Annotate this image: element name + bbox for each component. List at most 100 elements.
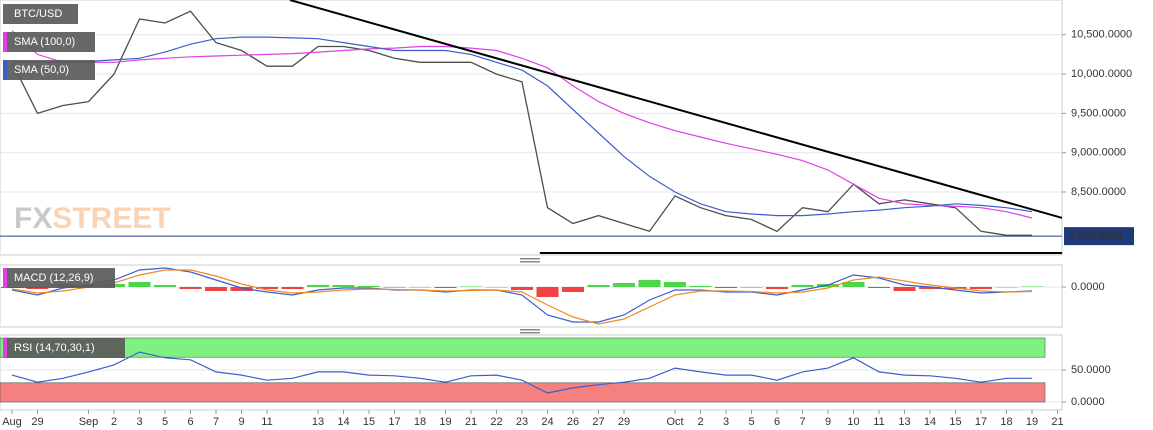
histogram-bar [409, 287, 431, 288]
x-tick-label: Aug [2, 416, 22, 428]
histogram-bar [842, 282, 865, 287]
x-tick-label: 6 [187, 416, 193, 428]
x-tick-label: 7 [213, 416, 219, 428]
x-tick-label: 13 [312, 416, 324, 428]
indicator-line [11, 351, 1032, 394]
legend-label: MACD (12,26,9) [14, 272, 93, 284]
x-tick-label: 18 [1000, 416, 1012, 428]
y-tick-label: 50.0000 [1071, 364, 1111, 376]
y-tick-label: 0.0000 [1071, 281, 1105, 293]
legend-box [3, 338, 125, 358]
watermark-prefix: FX [14, 202, 52, 235]
x-tick-label: 23 [516, 416, 528, 428]
histogram-bar [562, 287, 584, 292]
histogram-bar [485, 287, 508, 288]
watermark-suffix: STREET [52, 202, 170, 235]
histogram-bar [587, 285, 610, 287]
x-tick-label: 7 [799, 416, 805, 428]
x-tick-label: 27 [592, 416, 604, 428]
x-tick-label: 15 [363, 416, 375, 428]
plot-area [0, 337, 1046, 403]
histogram-bar [205, 287, 227, 291]
x-tick-label: 21 [465, 416, 477, 428]
x-tick-label: 21 [1051, 416, 1063, 428]
legend-swatch [3, 338, 7, 358]
y-tick-label: 9,500.0000 [1071, 107, 1126, 119]
rsi-band [0, 337, 1046, 358]
legend-swatch [3, 32, 7, 52]
x-tick-label: 22 [490, 416, 502, 428]
x-tick-label: 2 [697, 416, 703, 428]
y-tick-label: 10,000.0000 [1071, 68, 1132, 80]
x-tick-label: 26 [567, 416, 579, 428]
histogram-bar [256, 287, 278, 289]
plot-area: FXSTREET [11, 0, 1062, 255]
x-tick-label: 2 [111, 416, 117, 428]
price-line [11, 10, 1032, 236]
legend-item: SMA (100,0) [3, 32, 95, 52]
histogram-bar [230, 287, 253, 291]
x-tick-label: 18 [414, 416, 426, 428]
histogram-bar [536, 287, 559, 297]
x-tick-label: 6 [774, 416, 780, 428]
histogram-bar [995, 287, 1018, 288]
legend-swatch [3, 60, 7, 80]
trendline [289, 0, 1062, 219]
x-tick-label: Sep [79, 416, 99, 428]
legend-box [3, 60, 95, 80]
histogram-bar [919, 287, 941, 289]
legend-box [3, 268, 115, 288]
macd-line [11, 267, 1033, 323]
histogram-bar [613, 283, 635, 287]
x-tick-label: 9 [825, 416, 831, 428]
x-tick-label: 14 [337, 416, 349, 428]
indicator-line [12, 36, 1033, 217]
histogram-bar [434, 287, 457, 288]
y-tick-label: 9,000.0000 [1071, 147, 1126, 159]
x-tick-label: 11 [873, 416, 884, 428]
histogram-bar [307, 285, 329, 287]
histogram-bar [154, 285, 176, 287]
x-tick-label: 9 [238, 416, 244, 428]
histogram-bar [970, 287, 992, 289]
current-price-tag [1064, 227, 1134, 246]
x-tick-label: 29 [31, 416, 43, 428]
histogram-bar [358, 286, 380, 287]
x-tick-label: 13 [898, 416, 910, 428]
x-tick-label: 5 [748, 416, 754, 428]
x-tick-label: 17 [388, 416, 400, 428]
x-tick-label: 11 [261, 416, 272, 428]
histogram-bar [511, 287, 533, 290]
legend-box [3, 32, 95, 52]
current-price-label: 7,938.8921 [1069, 230, 1124, 242]
histogram-bar [638, 280, 661, 287]
histogram-bar [766, 287, 788, 289]
legend-item: BTC/USD [3, 4, 78, 24]
legend-item: SMA (50,0) [3, 60, 95, 80]
histogram-bar [740, 287, 763, 288]
indicator-line [11, 30, 1033, 219]
histogram-bar [791, 285, 814, 287]
x-tick-label: Oct [666, 416, 683, 428]
histogram-bar [460, 286, 482, 287]
histogram-bar [332, 285, 355, 287]
x-tick-label: 3 [723, 416, 729, 428]
histogram-bar [664, 282, 686, 287]
histogram-bar [383, 287, 406, 288]
legend-label: BTC/USD [14, 8, 62, 20]
legend-item: RSI (14,70,30,1) [3, 338, 125, 358]
legend-label: SMA (50,0) [14, 64, 69, 76]
macd-line [11, 269, 1033, 325]
y-tick-label: 10,500.0000 [1071, 29, 1132, 41]
watermark: FXSTREET [14, 202, 171, 235]
histogram-bar [128, 282, 151, 287]
x-tick-label: 19 [439, 416, 451, 428]
legend-label: SMA (100,0) [14, 36, 75, 48]
x-tick-label: 19 [1026, 416, 1038, 428]
histogram-bar [1021, 286, 1043, 287]
x-tick-label: 17 [975, 416, 987, 428]
x-tick-label: 3 [136, 416, 142, 428]
y-tick-label: 0.0000 [1071, 396, 1105, 408]
